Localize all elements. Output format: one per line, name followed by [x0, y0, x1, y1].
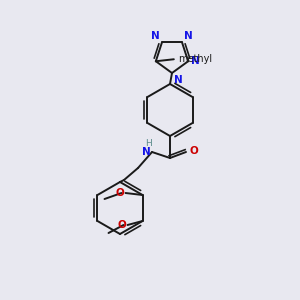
Text: N: N [174, 75, 183, 85]
Text: O: O [190, 146, 199, 156]
Text: N: N [191, 56, 200, 66]
Text: N: N [184, 31, 193, 41]
Text: N: N [151, 31, 160, 41]
Text: methyl: methyl [178, 54, 212, 64]
Text: N: N [142, 147, 151, 157]
Text: O: O [116, 188, 124, 198]
Text: H: H [145, 139, 152, 148]
Text: O: O [118, 220, 127, 230]
